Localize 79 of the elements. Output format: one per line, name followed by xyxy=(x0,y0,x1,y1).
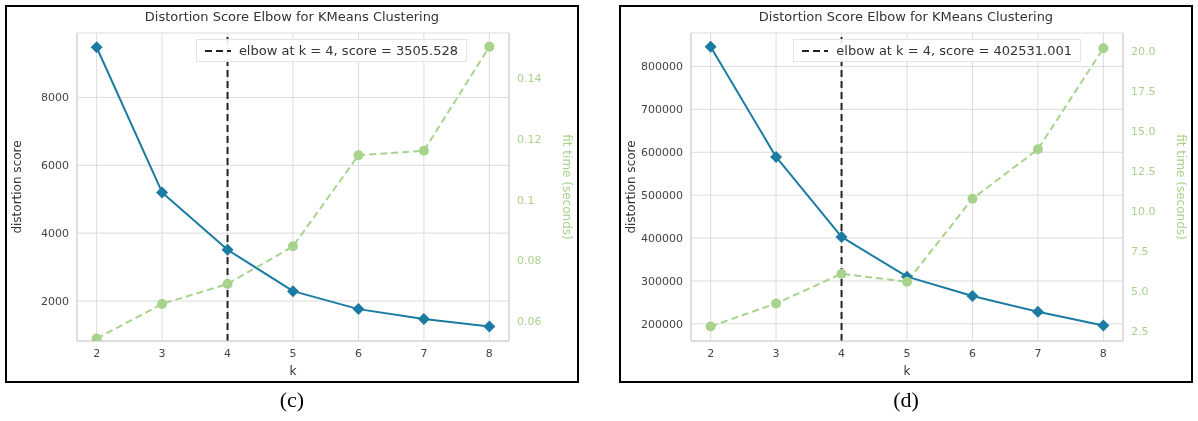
y-axis-title: distortion score xyxy=(624,140,639,234)
point xyxy=(287,285,299,298)
y2-tick-label: 10.0 xyxy=(1131,204,1156,218)
y2-axis-title: fit time (seconds) xyxy=(559,134,574,240)
x-tick-label: 8 xyxy=(485,346,493,360)
y2-tick-label: 5.0 xyxy=(1131,285,1149,299)
legend-box: elbow at k = 4, score = 402531.001 xyxy=(793,39,1081,62)
point xyxy=(1031,305,1044,318)
y-tick-label: 800000 xyxy=(641,60,683,74)
x-tick-label: 4 xyxy=(224,346,232,360)
y2-tick-label: 0.14 xyxy=(517,72,542,86)
legend-box: elbow at k = 4, score = 3505.528 xyxy=(195,39,467,62)
y2-tick-label: 0.1 xyxy=(517,193,535,207)
point xyxy=(352,303,365,316)
point xyxy=(91,333,102,341)
y-tick-label: 300000 xyxy=(641,274,683,288)
y2-axis-title: fit time (seconds) xyxy=(1173,134,1188,240)
text: (c) xyxy=(278,387,306,413)
y2-tick-label: 0.08 xyxy=(517,254,542,268)
point xyxy=(836,268,847,279)
y2-tick-label: 7.5 xyxy=(1131,245,1149,259)
point xyxy=(771,298,782,309)
point xyxy=(705,321,716,332)
ref-line-label: elbow at k = 4, score = 3505.528 xyxy=(238,43,458,58)
x-tick-label: 8 xyxy=(1099,346,1107,360)
point xyxy=(417,312,430,325)
x-tick-label: 5 xyxy=(903,346,911,360)
point xyxy=(156,186,169,199)
point xyxy=(157,298,168,309)
point xyxy=(1032,144,1043,155)
y-tick-label: 500000 xyxy=(641,189,683,203)
point xyxy=(1098,43,1109,54)
x-tick-label: 2 xyxy=(707,346,715,360)
point xyxy=(222,278,233,289)
point xyxy=(288,241,298,252)
y-tick-label: 600000 xyxy=(641,146,683,160)
point xyxy=(770,150,783,163)
x-tick-label: 3 xyxy=(772,346,780,360)
chart-title: Distortion Score Elbow for KMeans Clustering xyxy=(143,8,441,26)
y-tick-label: 700000 xyxy=(641,103,683,117)
y2-tick-label: 15.0 xyxy=(1131,124,1156,138)
y2-tick-label: 12.5 xyxy=(1131,164,1156,178)
y-tick-label: 2000 xyxy=(41,294,69,308)
y-tick-label: 6000 xyxy=(41,159,69,173)
y2-tick-label: 20.0 xyxy=(1131,44,1156,58)
x-tick-label: 3 xyxy=(158,346,166,360)
point xyxy=(483,320,496,333)
ref-line-label: elbow at k = 4, score = 402531.001 xyxy=(836,43,1072,58)
point xyxy=(902,276,912,287)
chart-title: Distortion Score Elbow for KMeans Clustering xyxy=(757,8,1055,26)
x-tick-label: 7 xyxy=(420,346,428,360)
x-axis-title: k xyxy=(289,364,297,378)
point xyxy=(418,145,429,156)
point xyxy=(90,41,103,54)
x-tick-label: 7 xyxy=(1034,346,1042,360)
point xyxy=(484,41,495,52)
y2-tick-label: 17.5 xyxy=(1131,84,1156,98)
point xyxy=(1097,319,1110,332)
x-tick-label: 5 xyxy=(289,346,297,360)
point xyxy=(966,289,979,302)
y2-tick-label: 0.12 xyxy=(517,133,542,147)
point xyxy=(353,150,364,161)
y-tick-label: 200000 xyxy=(641,317,683,331)
x-tick-label: 2 xyxy=(93,346,101,360)
point xyxy=(704,40,717,53)
point xyxy=(221,243,234,256)
y-tick-label: 4000 xyxy=(41,227,69,241)
x-axis-title: k xyxy=(903,364,911,378)
y2-tick-label: 2.5 xyxy=(1131,325,1149,339)
y-axis-title: distortion score xyxy=(10,140,25,234)
y-tick-label: 400000 xyxy=(641,231,683,245)
text: (d) xyxy=(892,387,920,413)
point xyxy=(967,193,978,204)
y2-tick-label: 0.06 xyxy=(517,315,542,329)
point xyxy=(835,230,848,243)
x-tick-label: 6 xyxy=(354,346,362,360)
x-tick-label: 6 xyxy=(968,346,976,360)
y-tick-label: 8000 xyxy=(41,91,69,105)
x-tick-label: 4 xyxy=(838,346,846,360)
